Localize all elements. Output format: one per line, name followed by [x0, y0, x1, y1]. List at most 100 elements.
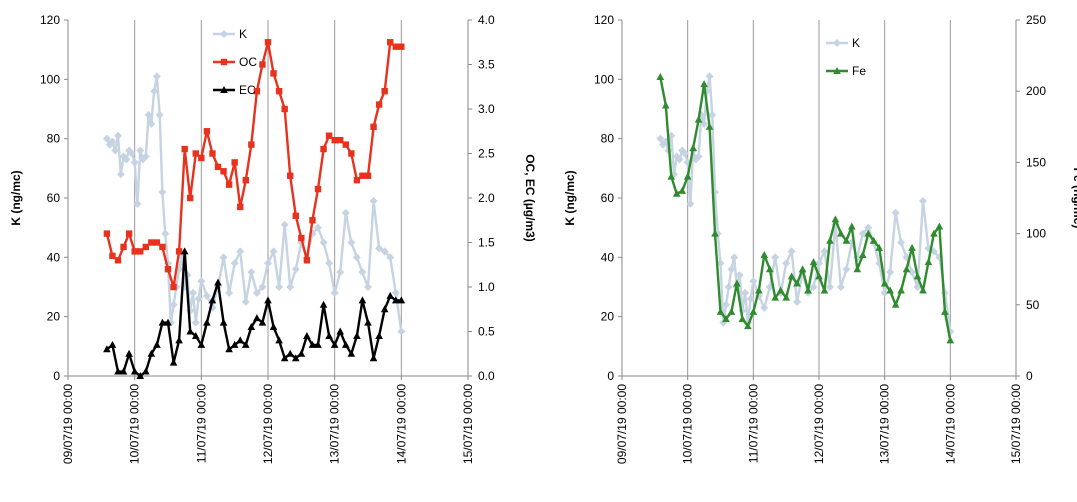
data-point — [147, 349, 156, 357]
data-point — [815, 259, 823, 268]
data-point — [744, 322, 752, 330]
data-point — [220, 58, 228, 66]
data-point — [155, 110, 164, 119]
data-point — [270, 70, 277, 77]
data-point — [136, 146, 145, 155]
data-point — [782, 259, 791, 268]
data-point — [125, 349, 133, 357]
legend-label: K — [852, 36, 860, 50]
data-point — [314, 340, 322, 348]
x-tick-label: 10/07/19 00:00 — [128, 384, 142, 464]
data-point — [386, 253, 395, 262]
data-point — [292, 212, 299, 219]
data-point — [760, 250, 769, 258]
data-point — [826, 236, 834, 244]
data-point — [364, 172, 372, 179]
data-point — [908, 268, 917, 277]
data-point — [131, 248, 138, 255]
data-point — [269, 247, 278, 256]
data-point — [330, 340, 339, 348]
data-point — [103, 230, 111, 237]
data-point — [225, 181, 233, 188]
data-point — [237, 203, 244, 211]
data-point — [825, 283, 834, 291]
data-point — [391, 296, 400, 304]
data-point — [919, 286, 927, 294]
data-point — [875, 243, 883, 251]
data-point — [897, 286, 905, 294]
left-tick-label: 40 — [601, 250, 615, 264]
data-point — [391, 288, 400, 297]
data-point — [152, 72, 161, 81]
data-point — [347, 349, 356, 357]
data-point — [225, 345, 233, 353]
data-point — [375, 244, 384, 253]
data-point — [264, 259, 272, 268]
data-point — [144, 110, 153, 119]
data-point — [220, 168, 227, 175]
data-point — [231, 159, 238, 166]
data-point — [755, 286, 763, 294]
data-point — [831, 215, 840, 223]
data-point — [749, 307, 758, 315]
data-point — [175, 248, 183, 255]
data-point — [809, 258, 818, 266]
right-tick-label: 2.0 — [478, 191, 495, 205]
data-point — [325, 331, 333, 339]
legend: K Fe — [826, 36, 866, 78]
data-point — [880, 288, 889, 297]
data-point — [264, 296, 272, 304]
data-point — [369, 354, 378, 362]
data-point — [375, 101, 383, 108]
data-point — [275, 283, 284, 291]
data-point — [281, 105, 288, 113]
data-point — [398, 43, 405, 50]
series-line — [106, 250, 402, 378]
data-point — [331, 136, 338, 144]
data-point — [804, 286, 812, 294]
data-point — [930, 229, 938, 237]
series-OC — [103, 39, 405, 291]
data-point — [219, 253, 228, 262]
legend: K OC EC — [213, 27, 257, 97]
data-point — [724, 283, 733, 291]
data-point — [941, 307, 949, 315]
data-point — [375, 331, 383, 339]
left-tick-label: 120 — [40, 13, 60, 27]
data-point — [880, 279, 889, 287]
data-point — [672, 189, 681, 197]
data-point — [150, 87, 159, 96]
data-point — [275, 88, 283, 95]
series-line — [659, 76, 952, 341]
data-point — [705, 72, 714, 81]
data-point — [683, 172, 692, 180]
data-point — [125, 230, 133, 237]
left-tick-label: 20 — [601, 310, 615, 324]
data-point — [325, 259, 334, 268]
data-point — [381, 88, 388, 95]
data-point — [793, 297, 802, 306]
right-tick-label: 3.5 — [478, 58, 495, 72]
data-point — [798, 265, 807, 273]
data-point — [869, 236, 878, 244]
data-point — [298, 234, 305, 242]
data-point — [275, 336, 283, 344]
data-point — [198, 154, 205, 162]
data-point — [392, 43, 399, 50]
data-point — [738, 315, 747, 323]
data-point — [111, 146, 120, 155]
data-point — [656, 134, 665, 143]
right-tick-label: 200 — [1026, 84, 1046, 98]
left-tick-label: 100 — [594, 72, 614, 86]
data-point — [130, 367, 139, 375]
legend-label: EC — [239, 83, 256, 97]
data-point — [259, 61, 266, 68]
data-point — [242, 177, 249, 184]
data-point — [191, 331, 200, 339]
data-point — [303, 257, 311, 264]
data-point — [336, 268, 345, 277]
x-tick-label: 11/07/19 00:00 — [746, 384, 760, 464]
data-point — [137, 248, 144, 255]
data-point — [656, 72, 665, 80]
data-point — [364, 283, 372, 291]
